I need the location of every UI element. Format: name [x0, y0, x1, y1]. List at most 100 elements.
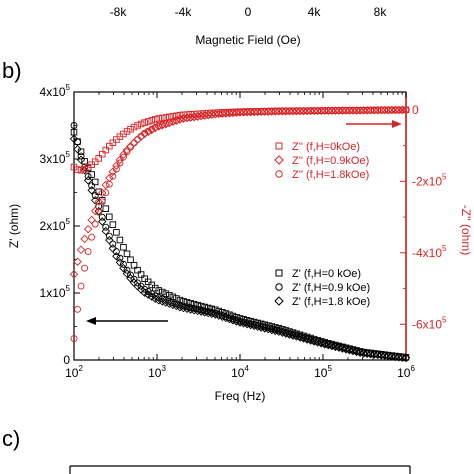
- data-point: [98, 198, 106, 206]
- data-point: [328, 107, 336, 115]
- data-point: [87, 215, 96, 225]
- data-point: [384, 351, 393, 361]
- data-point: [402, 106, 410, 114]
- top-axis-strip: -8k -4k 0 4k 8k Magnetic Field (Oe): [110, 5, 388, 47]
- data-point: [196, 111, 206, 121]
- data-point: [380, 351, 390, 360]
- data-point: [112, 252, 121, 261]
- data-point: [285, 107, 293, 115]
- data-point: [346, 107, 353, 114]
- data-point: [151, 123, 159, 131]
- panel-b-label: b): [2, 58, 22, 83]
- arrow-right-axis: [346, 120, 402, 128]
- series-4: [69, 105, 411, 279]
- data-point: [70, 122, 78, 129]
- data-point: [182, 113, 192, 123]
- data-point: [154, 122, 164, 131]
- data-point: [91, 178, 99, 186]
- data-point: [119, 264, 128, 273]
- data-point: [282, 107, 290, 115]
- data-point: [108, 244, 118, 253]
- data-point: [105, 173, 114, 183]
- data-point: [293, 107, 300, 115]
- data-point: [254, 321, 262, 329]
- data-point: [359, 349, 368, 358]
- data-point: [127, 143, 134, 151]
- data-point: [116, 159, 124, 167]
- legend-label: Z'' (f,H=1.8kOe): [292, 169, 369, 181]
- data-point: [187, 113, 195, 121]
- top-xlabel: Magnetic Field (Oe): [195, 33, 300, 47]
- data-point: [119, 260, 127, 268]
- data-point: [310, 107, 318, 115]
- y-right-tick-label: -6x105: [412, 315, 447, 331]
- data-point: [363, 106, 371, 114]
- data-point: [257, 322, 265, 330]
- data-point: [162, 290, 170, 297]
- data-layer: [69, 105, 411, 363]
- data-point: [236, 108, 244, 116]
- data-point: [222, 109, 230, 117]
- data-point: [278, 327, 286, 335]
- data-point: [264, 324, 272, 332]
- panel-c-frame: [69, 465, 411, 474]
- data-point: [331, 107, 339, 115]
- data-point: [307, 107, 315, 115]
- data-point: [211, 110, 219, 118]
- data-point: [303, 107, 311, 115]
- data-point: [144, 288, 152, 295]
- y-left-tick-label: 2x105: [40, 217, 71, 233]
- data-point: [109, 221, 117, 228]
- data-point: [366, 349, 375, 359]
- data-point: [250, 321, 258, 328]
- data-point: [317, 107, 325, 115]
- data-point: [275, 326, 283, 334]
- data-point: [69, 270, 79, 279]
- data-point: [168, 117, 178, 127]
- data-point: [250, 108, 258, 116]
- y-right-tick-label: -2x105: [412, 172, 447, 188]
- data-point: [105, 180, 113, 188]
- impedance-plot: 102 103 104 105 106 0 1x105 2x105 3x105 4x105 0 -2x…: [7, 83, 473, 403]
- data-point: [87, 185, 96, 195]
- data-point: [369, 350, 379, 359]
- data-point: [243, 108, 251, 116]
- data-point: [161, 119, 171, 129]
- data-point: [282, 328, 290, 336]
- data-point: [99, 150, 106, 158]
- data-point: [388, 106, 396, 114]
- data-point: [140, 129, 149, 139]
- legend-zp: Z' (f,H=0 kOe) Z' (f,H=0.9 kOe) Z' (f,H=…: [274, 268, 370, 308]
- data-point: [384, 106, 392, 114]
- data-point: [83, 224, 93, 234]
- data-point: [254, 108, 262, 116]
- y-right-axis-title: -Z'' (ohm): [459, 205, 473, 256]
- data-point: [268, 108, 276, 115]
- data-point: [169, 299, 177, 307]
- data-point: [155, 115, 163, 122]
- data-point: [130, 139, 138, 147]
- data-point: [88, 182, 96, 190]
- data-point: [225, 109, 233, 117]
- data-point: [349, 107, 357, 114]
- data-point: [74, 166, 81, 173]
- data-point: [134, 266, 141, 274]
- data-point: [261, 323, 269, 331]
- data-point: [158, 297, 167, 306]
- data-point: [91, 158, 99, 166]
- legend-marker: [275, 269, 283, 277]
- legend-label: Z' (f,H=1.8 kOe): [292, 296, 370, 308]
- data-point: [77, 167, 85, 174]
- data-point: [399, 106, 406, 114]
- data-point: [296, 107, 304, 115]
- data-point: [108, 167, 118, 176]
- data-point: [98, 188, 107, 198]
- x-tick-label: 106: [397, 364, 415, 380]
- data-point: [172, 116, 181, 125]
- legend-marker: [275, 283, 283, 291]
- data-point: [381, 106, 389, 114]
- data-point: [98, 217, 107, 226]
- data-point: [115, 258, 125, 267]
- legend-label: Z'' (f,H=0kOe): [292, 141, 360, 153]
- data-point: [377, 106, 385, 114]
